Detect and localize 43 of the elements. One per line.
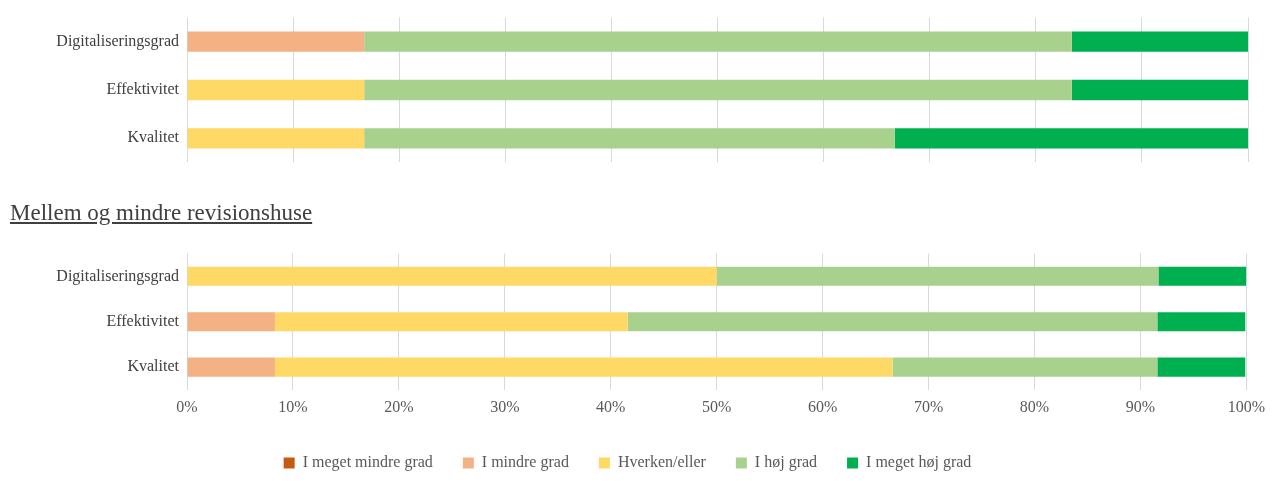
x-tick-label: 80% xyxy=(1019,397,1050,415)
legend-label: I meget mindre grad xyxy=(302,453,433,472)
x-tick-label: 70% xyxy=(913,397,944,415)
bar xyxy=(1157,357,1246,377)
bar xyxy=(716,266,1159,286)
bar xyxy=(274,357,893,377)
bar xyxy=(894,128,1248,149)
legend-label: Hverken/eller xyxy=(617,453,707,471)
bar xyxy=(1157,312,1246,332)
bar xyxy=(274,312,628,332)
legend-label: I mindre grad xyxy=(481,453,569,472)
y-tick-label: Effektivitet xyxy=(106,80,180,98)
x-tick-label: 50% xyxy=(702,397,732,415)
y-tick-label: Effektivitet xyxy=(106,311,180,329)
y-tick-label: Kvalitet xyxy=(127,128,180,146)
bar xyxy=(187,79,365,101)
bar xyxy=(364,79,1072,101)
x-tick-label: 40% xyxy=(596,397,626,415)
bar xyxy=(364,31,1072,52)
legend-label: I høj grad xyxy=(754,453,818,472)
bar xyxy=(1158,266,1247,286)
bar xyxy=(627,312,1158,332)
x-tick-label: 100% xyxy=(1227,397,1265,415)
bar xyxy=(1071,79,1248,101)
y-tick-label: Kvalitet xyxy=(127,357,180,375)
bar xyxy=(187,266,717,286)
y-tick-label: Digitaliseringsgrad xyxy=(56,31,179,50)
x-tick-label: 10% xyxy=(278,397,308,415)
x-tick-label: 0% xyxy=(176,397,198,415)
bar xyxy=(364,128,895,149)
legend-label: I meget høj grad xyxy=(866,453,972,472)
bar xyxy=(187,31,365,52)
x-tick-label: 20% xyxy=(384,397,414,415)
bar xyxy=(892,357,1158,377)
x-tick-label: 60% xyxy=(807,397,838,415)
bar xyxy=(187,312,275,332)
y-tick-label: Digitaliseringsgrad xyxy=(56,266,179,285)
chart-title: Mellem og mindre revisionshuse xyxy=(10,200,313,226)
bar xyxy=(1071,31,1248,52)
bar xyxy=(187,128,365,149)
bar xyxy=(187,357,275,377)
x-tick-label: 90% xyxy=(1125,397,1156,415)
x-tick-label: 30% xyxy=(490,397,520,415)
